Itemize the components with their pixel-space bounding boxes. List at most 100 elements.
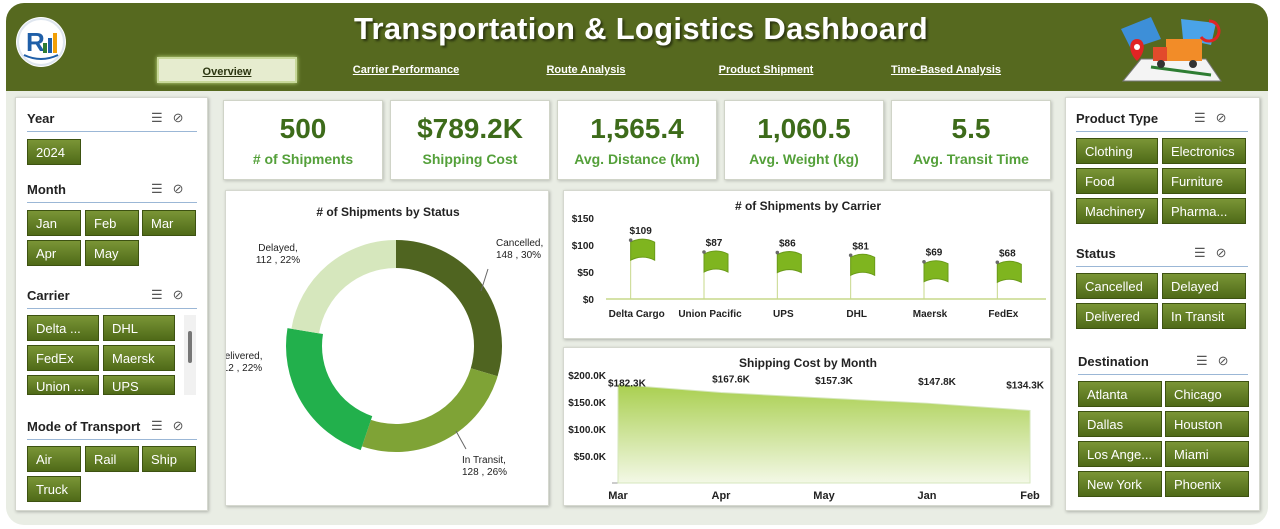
area-svg: $50.0K $100.0K $150.0K $200.0K$182.3K Mar $16… <box>568 371 1045 502</box>
slicer-item-carrier[interactable]: UPS <box>103 375 175 395</box>
slicer-item-destination[interactable]: Los Ange... <box>1078 441 1162 467</box>
bar-flag-dhl <box>850 253 876 277</box>
tab-bar: Overview Carrier Performance Route Analy… <box>6 57 1268 85</box>
slicer-title-mode: Mode of Transport <box>27 419 141 434</box>
donut-slice-in-transit <box>361 367 498 452</box>
multi-select-icon[interactable]: ☰⊘ <box>151 110 194 125</box>
x-tick-label: Apr <box>712 490 732 502</box>
slicer-item-year[interactable]: 2024 <box>27 139 81 165</box>
slicer-item-carrier[interactable]: Delta ... <box>27 315 99 341</box>
bar-data-label: $86 <box>779 239 796 250</box>
logistics-illustration-icon <box>1111 9 1231 87</box>
bar-svg: $0 $50 $100 $150 $109 Delta Cargo $87 Union Pac… <box>572 214 1046 320</box>
x-tick-label: DHL <box>846 309 867 320</box>
slicer-item-month[interactable]: May <box>85 240 139 266</box>
donut-data-label: Delivered,112 , 22% <box>226 351 263 374</box>
tab-product-shipment[interactable]: Product Shipment <box>718 64 814 76</box>
kpi-value: $789.2K <box>417 113 523 144</box>
bar-data-label: $69 <box>926 248 943 259</box>
slicer-item-destination[interactable]: Miami <box>1165 441 1249 467</box>
donut-svg: Cancelled,148 , 30% In Transit,128 , 26% D… <box>226 238 543 478</box>
clear-filter-icon[interactable]: ☰⊘ <box>151 287 194 302</box>
slicer-item-product[interactable]: Electronics <box>1162 138 1246 164</box>
kpi-card-avg-transit: 5.5 Avg. Transit Time <box>891 100 1051 180</box>
area-data-label: $134.3K <box>1006 380 1045 391</box>
bar-point <box>922 259 926 264</box>
slicer-item-destination[interactable]: Atlanta <box>1078 381 1162 407</box>
slicer-item-status[interactable]: Delayed <box>1162 273 1246 299</box>
x-tick-label: Mar <box>608 490 628 502</box>
slicer-item-product[interactable]: Furniture <box>1162 168 1246 194</box>
shipping-cost-area-chart: Shipping Cost by Month $50.0K $100.0K $150… <box>563 347 1051 506</box>
y-tick-label: $200.0K <box>568 371 607 382</box>
bar-data-label: $81 <box>852 241 869 252</box>
donut-slice-delayed <box>291 240 397 334</box>
slicer-item-status[interactable]: Delivered <box>1076 303 1158 329</box>
donut-data-label: In Transit, 128 , 26% <box>462 455 507 478</box>
area-data-label: $182.3K <box>608 379 647 390</box>
svg-text:R: R <box>26 27 45 57</box>
kpi-card-avg-distance: 1,565.4 Avg. Distance (km) <box>557 100 717 180</box>
slicer-item-month[interactable]: Jan <box>27 210 81 236</box>
carrier-scrollbar[interactable] <box>184 315 196 395</box>
clear-filter-icon[interactable]: ☰⊘ <box>151 181 194 196</box>
tab-route-analysis[interactable]: Route Analysis <box>546 64 626 76</box>
right-slicer-panel: Product Type ☰⊘ Clothing Electronics Foo… <box>1065 97 1260 511</box>
slicer-item-mode[interactable]: Ship <box>142 446 196 472</box>
donut-slice-delivered <box>286 328 373 451</box>
slicer-item-carrier[interactable]: Union ... <box>27 375 99 395</box>
bar-data-label: $87 <box>706 238 723 249</box>
clear-filter-icon[interactable]: ☰⊘ <box>1194 245 1237 260</box>
bar-data-label: $109 <box>630 226 653 237</box>
tab-carrier-performance[interactable]: Carrier Performance <box>352 64 460 76</box>
slicer-item-carrier[interactable]: Maersk <box>103 345 175 371</box>
area-series <box>617 384 1031 484</box>
y-tick-label: $100.0K <box>568 425 607 436</box>
y-tick-label: $100 <box>572 241 595 252</box>
clear-filter-icon[interactable]: ☰⊘ <box>1196 353 1239 368</box>
slicer-item-product[interactable]: Food <box>1076 168 1158 194</box>
slicer-item-mode[interactable]: Rail <box>85 446 139 472</box>
slicer-item-month[interactable]: Mar <box>142 210 196 236</box>
donut-data-label: Delayed, 112 , 22% <box>256 243 300 266</box>
page-title: Transportation & Logistics Dashboard <box>353 11 929 46</box>
slicer-item-destination[interactable]: Chicago <box>1165 381 1249 407</box>
tab-time-based-analysis[interactable]: Time-Based Analysis <box>890 64 1002 76</box>
slicer-item-product[interactable]: Clothing <box>1076 138 1158 164</box>
bar-point <box>848 253 853 258</box>
clear-filter-icon[interactable]: ☰⊘ <box>1194 110 1237 125</box>
clear-filter-icon[interactable]: ☰⊘ <box>151 418 194 433</box>
slicer-item-destination[interactable]: Phoenix <box>1165 471 1249 497</box>
slicer-item-destination[interactable]: Houston <box>1165 411 1249 437</box>
x-tick-label: UPS <box>773 309 794 320</box>
slicer-item-month[interactable]: Feb <box>85 210 139 236</box>
slicer-title-destination: Destination <box>1078 354 1149 369</box>
kpi-card-shipments: 500 # of Shipments <box>223 100 383 180</box>
slicer-item-carrier[interactable]: DHL <box>103 315 175 341</box>
x-tick-label: Union Pacific <box>678 309 742 320</box>
x-tick-label: Delta Cargo <box>609 309 665 320</box>
y-tick-label: $50.0K <box>574 452 607 463</box>
kpi-value: 5.5 <box>951 113 991 144</box>
tab-overview[interactable]: Overview <box>157 57 297 83</box>
slicer-item-carrier[interactable]: FedEx <box>27 345 99 371</box>
bar-point <box>995 260 1000 265</box>
slicer-title-status: Status <box>1076 246 1116 261</box>
bar-flag-ups <box>776 251 802 274</box>
slicer-item-mode[interactable]: Air <box>27 446 81 472</box>
slicer-item-destination[interactable]: New York <box>1078 471 1162 497</box>
slicer-item-status[interactable]: Cancelled <box>1076 273 1158 299</box>
slicer-item-month[interactable]: Apr <box>27 240 81 266</box>
slicer-title-year: Year <box>27 111 55 126</box>
kpi-label: Avg. Transit Time <box>913 151 1029 167</box>
slicer-item-product[interactable]: Machinery <box>1076 198 1158 224</box>
slicer-item-destination[interactable]: Dallas <box>1078 411 1162 437</box>
bar-flag-maersk <box>923 260 949 283</box>
area-data-label: $147.8K <box>918 377 957 388</box>
slicer-item-mode[interactable]: Truck <box>27 476 81 502</box>
leader-line <box>480 268 489 292</box>
slicer-item-product[interactable]: Pharma... <box>1162 198 1246 224</box>
kpi-value: 500 <box>279 113 327 144</box>
dashboard-frame: R Transportation & Logistics Dashboard <box>6 3 1268 525</box>
slicer-item-status[interactable]: In Transit <box>1162 303 1246 329</box>
